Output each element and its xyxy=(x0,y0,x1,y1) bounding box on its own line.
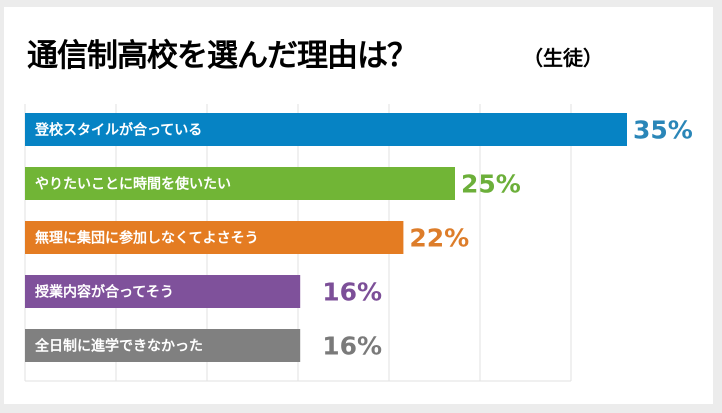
data-label: 25% xyxy=(461,170,521,199)
bar-label: 全日制に進学できなかった xyxy=(34,338,203,355)
bar xyxy=(25,113,627,146)
data-label: 35% xyxy=(633,116,693,145)
bar-label: やりたいことに時間を使いたい xyxy=(35,176,231,193)
bar xyxy=(25,167,455,200)
bar xyxy=(25,275,301,308)
chart-title: 通信制高校を選んだ理由は？ xyxy=(27,38,418,74)
data-label: 22% xyxy=(409,224,469,253)
chart-subtitle: （生徒） xyxy=(523,46,603,70)
data-label: 16% xyxy=(322,332,382,361)
bar xyxy=(25,221,404,254)
data-label: 16% xyxy=(322,278,382,307)
bar-label: 登校スタイルが合っている xyxy=(34,122,202,139)
bar-label: 授業内容が合ってそう xyxy=(35,284,174,301)
bar-label: 無理に集団に参加しなくてよさそう xyxy=(35,230,259,247)
bar xyxy=(25,329,301,362)
